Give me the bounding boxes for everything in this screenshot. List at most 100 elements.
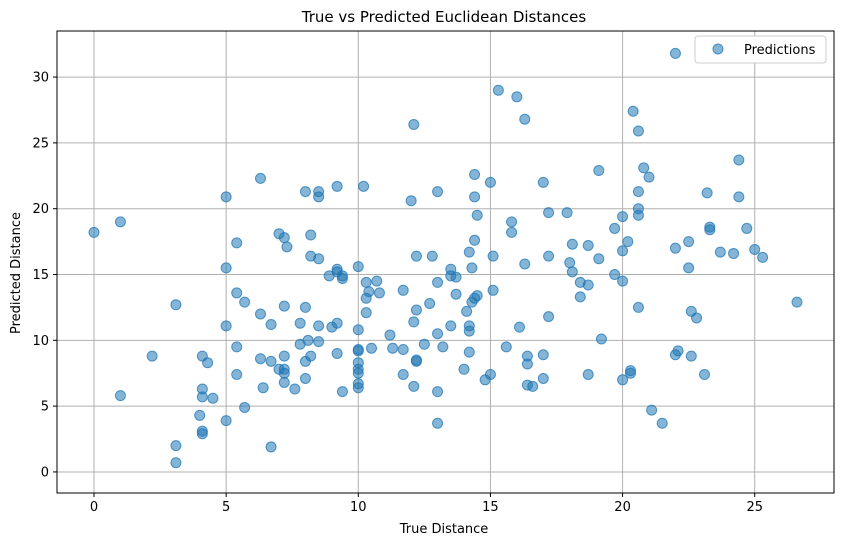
data-point	[469, 234, 481, 246]
data-point	[424, 297, 436, 309]
data-point	[114, 390, 126, 402]
data-point	[305, 229, 317, 241]
data-point	[463, 246, 475, 258]
data-point	[566, 238, 578, 250]
data-point	[289, 383, 301, 395]
data-point	[196, 428, 208, 440]
data-point	[432, 417, 444, 429]
y-tick-label: 30	[32, 71, 49, 86]
data-point	[643, 171, 655, 183]
data-point	[302, 334, 314, 346]
data-point	[471, 209, 483, 221]
data-point	[582, 240, 594, 252]
data-point	[463, 346, 475, 358]
data-point	[469, 168, 481, 180]
data-point	[373, 287, 385, 299]
data-point	[196, 391, 208, 403]
y-tick-label: 10	[32, 334, 49, 349]
data-point	[408, 380, 420, 392]
data-point	[231, 341, 243, 353]
data-point	[255, 172, 266, 184]
x-axis-label: True Distance	[399, 522, 489, 537]
data-point	[220, 191, 232, 203]
data-point	[352, 324, 364, 336]
data-point	[445, 320, 457, 332]
data-point	[511, 91, 523, 103]
data-point	[638, 162, 650, 174]
data-point	[669, 242, 681, 254]
data-point	[397, 344, 409, 356]
data-point	[352, 261, 364, 273]
data-point	[410, 355, 422, 367]
data-point	[278, 376, 290, 388]
data-point	[506, 226, 518, 238]
data-point	[669, 47, 681, 59]
y-tick-label: 20	[32, 202, 49, 217]
chart-title: True vs Predicted Euclidean Distances	[301, 8, 587, 26]
data-point	[646, 404, 658, 416]
data-point	[566, 266, 578, 278]
data-point	[683, 236, 695, 248]
data-point	[543, 250, 555, 262]
data-point	[331, 180, 343, 192]
data-point	[728, 247, 740, 259]
data-point	[366, 342, 377, 354]
x-tick-label: 10	[350, 500, 367, 515]
data-point	[632, 301, 644, 313]
data-point	[741, 222, 753, 234]
data-point	[432, 276, 444, 288]
data-point	[561, 207, 573, 219]
data-point	[484, 176, 496, 188]
data-point	[202, 357, 214, 369]
data-point	[683, 262, 695, 274]
x-tick-label: 0	[90, 500, 98, 515]
legend-label: Predictions	[744, 43, 816, 58]
data-point	[231, 237, 243, 249]
data-point	[299, 186, 311, 198]
data-point	[450, 288, 462, 300]
data-point	[305, 350, 317, 362]
data-point	[617, 374, 629, 386]
data-point	[410, 250, 422, 262]
data-point	[617, 275, 629, 287]
data-point	[632, 209, 644, 221]
data-point	[432, 386, 444, 398]
data-point	[564, 257, 576, 269]
data-points	[88, 47, 803, 469]
data-point	[506, 216, 518, 228]
data-point	[410, 304, 422, 316]
data-point	[521, 358, 533, 370]
y-tick-label: 15	[32, 268, 49, 283]
data-point	[582, 369, 594, 381]
data-point	[239, 401, 251, 413]
data-point	[170, 457, 182, 469]
plot-area	[56, 30, 835, 494]
data-point	[358, 180, 370, 192]
x-axis-ticks: 0 5 10 15 20 25	[90, 493, 763, 515]
data-point	[593, 253, 605, 265]
x-tick-label: 5	[222, 500, 230, 515]
data-point	[432, 186, 444, 198]
data-point	[672, 345, 684, 357]
data-point	[625, 367, 636, 379]
data-point	[466, 262, 478, 274]
data-point	[685, 350, 697, 362]
data-point	[514, 321, 525, 333]
data-point	[313, 191, 325, 203]
data-point	[88, 226, 100, 238]
data-point	[265, 355, 277, 367]
data-point	[265, 319, 277, 331]
data-point	[627, 105, 639, 117]
data-point	[733, 191, 745, 203]
data-point	[281, 241, 293, 253]
data-point	[699, 369, 710, 381]
data-point	[397, 369, 409, 381]
data-point	[704, 224, 716, 236]
data-point	[294, 317, 306, 329]
data-point	[331, 347, 343, 359]
data-point	[749, 243, 761, 255]
data-point	[313, 253, 325, 265]
data-point	[397, 284, 409, 296]
data-point	[418, 338, 430, 350]
data-point	[757, 251, 769, 263]
